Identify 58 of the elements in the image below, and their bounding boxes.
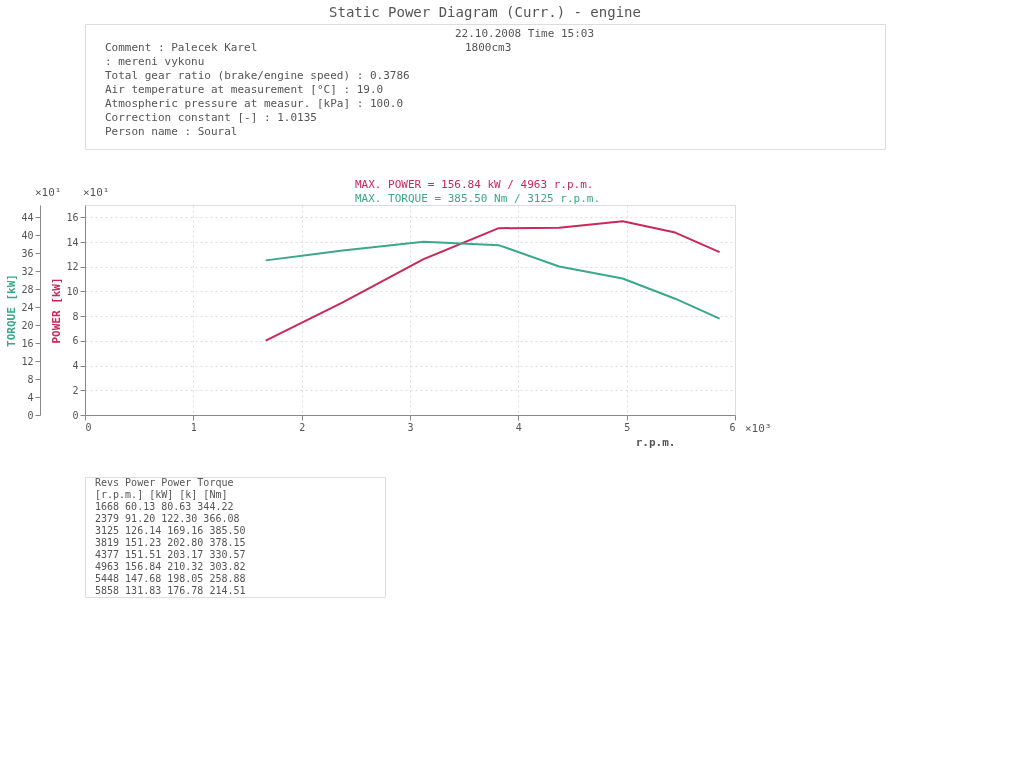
text: 22.10.2008 Time 15:03: [455, 27, 595, 40]
y-tick-label: 16: [66, 211, 79, 223]
line-series: [264, 240, 721, 320]
x-tick-label: 1: [190, 421, 197, 433]
text: 2379 91.20 122.30 366.08: [95, 513, 240, 524]
y2-axis-title: TORQUE [kW]: [5, 274, 19, 347]
text: MAX. POWER = 156.84 kW / 4963 r.p.m.: [355, 178, 594, 191]
x-tick-label: 0: [85, 421, 92, 433]
text: 1800cm3: [465, 41, 512, 54]
y-tick-label: 10: [66, 285, 79, 297]
text: Person name : Soural: [105, 125, 238, 138]
text: MAX. TORQUE = 385.50 Nm / 3125 r.p.m.: [355, 192, 601, 205]
text: : mereni vykonu: [105, 55, 205, 68]
x-tick-label: 4: [515, 421, 522, 433]
y2-tick-label: 44: [21, 211, 34, 223]
text: 5858 131.83 176.78 214.51: [95, 585, 246, 596]
line-series: [264, 220, 721, 342]
y-tick-label: 6: [72, 335, 79, 347]
y-tick-label: 2: [72, 384, 79, 396]
text: Air temperature at measurement [°C] : 19.0: [105, 83, 384, 96]
y-tick-label: 0: [72, 409, 79, 421]
y-tick-label: 8: [72, 310, 79, 322]
chart-title: Static Power Diagram (Curr.) - engine: [329, 4, 641, 20]
x-axis-title: r.p.m.: [635, 435, 676, 449]
text: ×10¹: [35, 186, 62, 199]
text: Revs Power Power Torque: [95, 477, 234, 488]
y2-tick-label: 32: [21, 265, 34, 277]
text: ×10¹: [83, 186, 110, 199]
y2-tick-label: 36: [21, 247, 34, 259]
y-axis-title: POWER [kW]: [50, 277, 64, 344]
text: 3819 151.23 202.80 378.15: [95, 537, 246, 548]
y2-tick-label: 4: [27, 391, 34, 403]
y-tick-label: 4: [72, 360, 79, 372]
text: 4963 156.84 210.32 303.82: [95, 561, 246, 572]
y2-tick-label: 8: [27, 373, 34, 385]
text: Atmospheric pressure at measur. [kPa] : 100.0: [105, 97, 404, 110]
text: 1668 60.13 80.63 344.22: [95, 501, 234, 512]
text: Total gear ratio (brake/engine speed) : 0.3786: [105, 69, 410, 82]
y2-tick-label: 0: [27, 409, 34, 421]
text: 4377 151.51 203.17 330.57: [95, 549, 246, 560]
y2-tick-label: 40: [21, 229, 34, 241]
x-tick-label: 2: [299, 421, 306, 433]
text: Comment : Palecek Karel: [105, 41, 258, 54]
y2-tick-label: 28: [21, 283, 34, 295]
x-tick-label: 5: [624, 421, 631, 433]
y2-tick-label: 24: [21, 301, 34, 313]
x-tick-label: 3: [407, 421, 414, 433]
text: 3125 126.14 169.16 385.50: [95, 525, 246, 536]
x-tick-label: 6: [729, 421, 736, 433]
y2-tick-label: 12: [21, 355, 34, 367]
y2-tick-label: 16: [21, 337, 34, 349]
text: 5448 147.68 198.05 258.88: [95, 573, 246, 584]
text: Correction constant [-] : 1.0135: [105, 111, 317, 124]
y2-tick-label: 20: [21, 319, 34, 331]
y-tick-label: 12: [66, 261, 79, 273]
text: [r.p.m.] [kW] [k] [Nm]: [95, 489, 228, 500]
y-tick-label: 14: [66, 236, 79, 248]
text: ×10³: [745, 422, 772, 435]
